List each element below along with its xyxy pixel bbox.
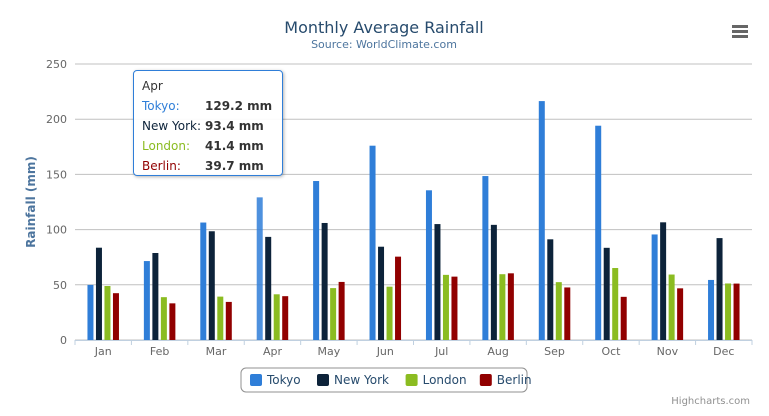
bar-berlin[interactable] (620, 296, 627, 340)
tooltip-row: Tokyo: 129.2 mm (142, 96, 272, 116)
y-tick-label: 200 (46, 113, 67, 126)
tooltip-value: 129.2 mm (205, 99, 273, 113)
tooltip: Apr Tokyo: 129.2 mm New York: 93.4 mm Lond… (133, 70, 283, 176)
legend-swatch[interactable] (250, 374, 262, 386)
tooltip-series: London: (142, 139, 191, 153)
hamburger-menu-icon[interactable] (732, 30, 748, 33)
bar-new-york[interactable] (434, 224, 441, 340)
bar-tokyo[interactable] (595, 125, 602, 341)
y-tick-label: 0 (60, 334, 67, 347)
bar-berlin[interactable] (169, 303, 176, 340)
hamburger-menu-icon[interactable] (732, 25, 748, 28)
bar-new-york[interactable] (95, 247, 102, 340)
bar-tokyo[interactable] (482, 176, 489, 340)
tooltip-value: 41.4 mm (205, 139, 264, 153)
bar-tokyo[interactable] (200, 222, 207, 340)
x-tick-label: Feb (150, 345, 169, 358)
chart-subtitle: Source: WorldClimate.com (311, 38, 457, 51)
tooltip-row: New York: 93.4 mm (142, 116, 272, 136)
x-tick-label: Nov (657, 345, 679, 358)
x-tick-label: Mar (206, 345, 227, 358)
bar-new-york[interactable] (378, 246, 385, 340)
bar-berlin[interactable] (677, 288, 684, 340)
x-tick-label: Sep (544, 345, 565, 358)
tooltip-value: 39.7 mm (205, 159, 264, 173)
y-tick-label: 150 (46, 168, 67, 181)
bar-london[interactable] (668, 274, 675, 340)
bar-berlin[interactable] (338, 281, 345, 340)
bar-london[interactable] (555, 282, 562, 340)
bar-london[interactable] (217, 296, 224, 340)
bar-tokyo[interactable] (369, 145, 376, 340)
bar-new-york[interactable] (321, 222, 328, 340)
legend-item[interactable]: London (423, 373, 467, 387)
bar-london[interactable] (330, 288, 337, 340)
legend-item[interactable]: Tokyo (266, 373, 301, 387)
bar-london[interactable] (160, 297, 167, 340)
legend-swatch[interactable] (479, 374, 492, 386)
x-tick-label: Jan (94, 345, 112, 358)
tooltip-series: New York: (142, 119, 201, 133)
legend-item[interactable]: Berlin (497, 373, 532, 387)
x-tick-label: Jul (434, 345, 448, 358)
bar-tokyo[interactable] (425, 190, 432, 340)
x-tick-label: Apr (263, 345, 283, 358)
bar-new-york[interactable] (547, 239, 554, 340)
bar-new-york[interactable] (716, 238, 723, 340)
bar-berlin[interactable] (282, 296, 289, 340)
y-tick-label: 100 (46, 224, 67, 237)
bar-berlin[interactable] (395, 256, 402, 340)
y-tick-label: 250 (46, 58, 67, 71)
bar-london[interactable] (612, 268, 619, 340)
bar-tokyo[interactable] (143, 261, 150, 340)
x-tick-label: Dec (713, 345, 734, 358)
y-axis-title: Rainfall (mm) (24, 156, 38, 248)
bar-london[interactable] (273, 294, 280, 340)
tooltip-row: London: 41.4 mm (142, 136, 272, 156)
bar-tokyo[interactable] (87, 284, 94, 340)
bar-london[interactable] (499, 274, 506, 340)
x-tick-label: Aug (487, 345, 508, 358)
credits-link[interactable]: Highcharts.com (671, 396, 750, 407)
bar-new-york[interactable] (490, 224, 497, 340)
bar-berlin[interactable] (225, 301, 232, 340)
bar-berlin[interactable] (112, 293, 119, 340)
bar-london[interactable] (725, 283, 732, 340)
bar-london[interactable] (386, 286, 393, 340)
bar-berlin[interactable] (733, 283, 740, 340)
legend-swatch[interactable] (405, 374, 418, 386)
bar-new-york[interactable] (208, 231, 215, 340)
bar-berlin[interactable] (507, 273, 514, 340)
bar-london[interactable] (442, 274, 449, 340)
bar-london[interactable] (104, 286, 111, 340)
x-tick-label: May (318, 345, 341, 358)
tooltip-row: Berlin: 39.7 mm (142, 156, 272, 176)
legend-box (240, 367, 528, 393)
tooltip-series: Berlin: (142, 159, 181, 173)
tooltip-header: Apr (142, 79, 163, 93)
bar-tokyo[interactable] (538, 101, 545, 341)
bar-berlin[interactable] (451, 276, 458, 340)
bar-new-york[interactable] (265, 236, 272, 340)
bar-new-york[interactable] (152, 253, 159, 340)
bar-tokyo[interactable] (313, 181, 320, 340)
chart-title: Monthly Average Rainfall (284, 18, 483, 37)
x-tick-label: Oct (601, 345, 621, 358)
bar-tokyo[interactable] (708, 279, 715, 340)
bar-new-york[interactable] (603, 247, 610, 340)
bar-new-york[interactable] (660, 222, 667, 340)
y-tick-label: 50 (53, 279, 67, 292)
legend-swatch[interactable] (317, 374, 329, 386)
bar-berlin[interactable] (564, 287, 571, 340)
bar-tokyo[interactable] (651, 234, 658, 340)
x-tick-label: Jun (376, 345, 394, 358)
legend-item[interactable]: New York (334, 373, 389, 387)
tooltip-value: 93.4 mm (205, 119, 264, 133)
bar-tokyo[interactable] (256, 197, 263, 340)
hamburger-menu-icon[interactable] (732, 35, 748, 38)
tooltip-series: Tokyo: (142, 99, 180, 113)
